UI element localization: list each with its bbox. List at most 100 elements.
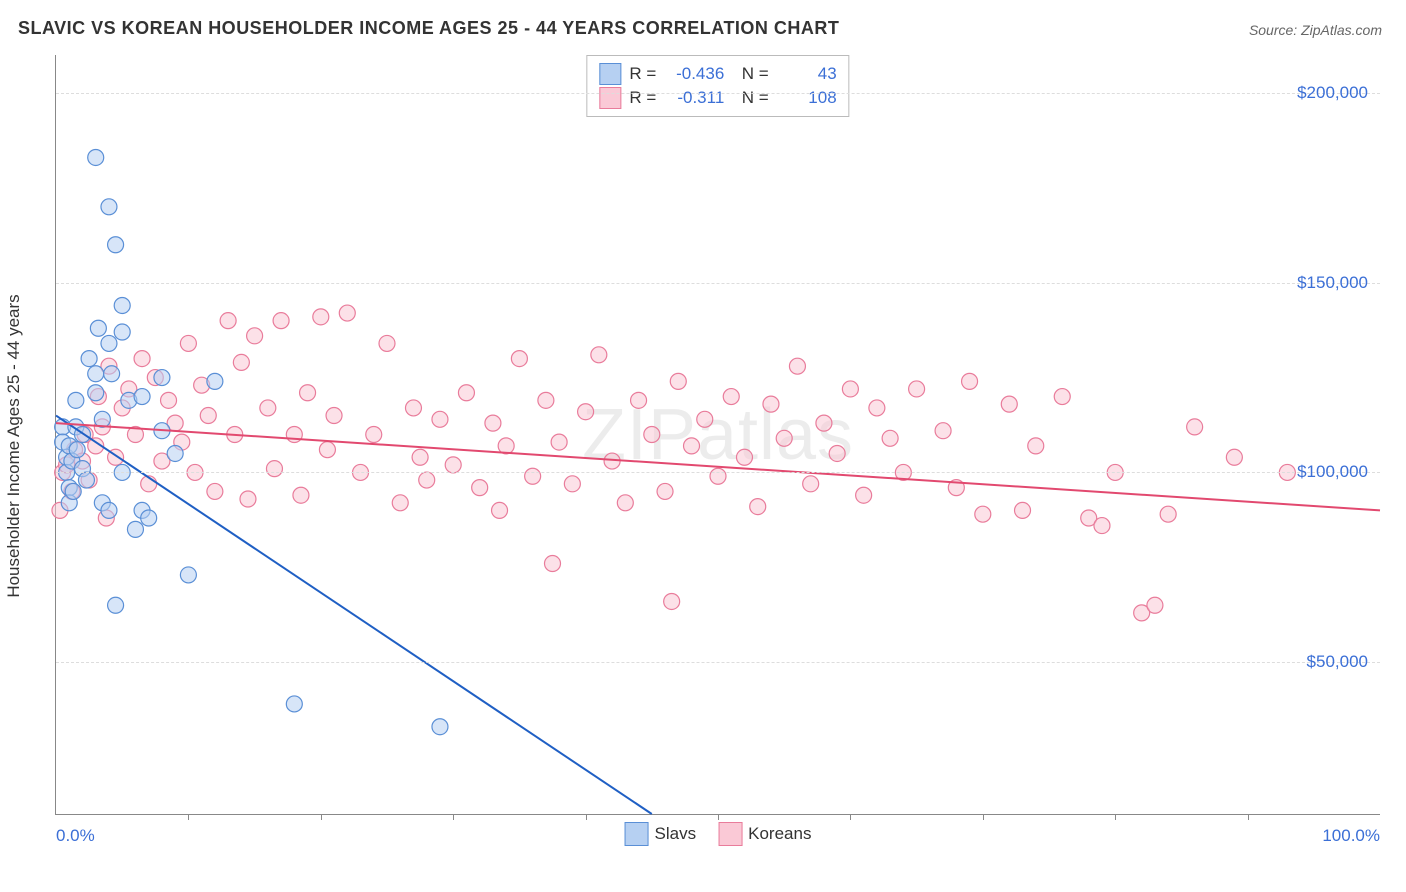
data-point bbox=[803, 476, 819, 492]
swatch-koreans-icon bbox=[718, 822, 742, 846]
x-tick bbox=[453, 814, 454, 820]
data-point bbox=[723, 389, 739, 405]
data-point bbox=[869, 400, 885, 416]
data-point bbox=[1160, 506, 1176, 522]
data-point bbox=[525, 468, 541, 484]
y-tick-label: $150,000 bbox=[1297, 273, 1368, 293]
data-point bbox=[207, 373, 223, 389]
data-point bbox=[458, 385, 474, 401]
data-point bbox=[88, 385, 104, 401]
data-point bbox=[445, 457, 461, 473]
x-axis-max-label: 100.0% bbox=[1322, 826, 1380, 846]
data-point bbox=[909, 381, 925, 397]
data-point bbox=[366, 427, 382, 443]
plot-area: ZIPatlas R = -0.436 N = 43 R = -0.311 N … bbox=[55, 55, 1380, 815]
data-point bbox=[1028, 438, 1044, 454]
gridline bbox=[56, 283, 1380, 284]
data-point bbox=[856, 487, 872, 503]
source-label: Source: ZipAtlas.com bbox=[1249, 22, 1382, 38]
data-point bbox=[485, 415, 501, 431]
data-point bbox=[664, 593, 680, 609]
data-point bbox=[141, 510, 157, 526]
series-legend: Slavs Koreans bbox=[625, 822, 812, 846]
data-point bbox=[69, 442, 85, 458]
data-point bbox=[379, 335, 395, 351]
data-point bbox=[405, 400, 421, 416]
legend-label-slavs: Slavs bbox=[655, 824, 697, 844]
data-point bbox=[81, 351, 97, 367]
data-point bbox=[1054, 389, 1070, 405]
y-tick-label: $200,000 bbox=[1297, 83, 1368, 103]
data-point bbox=[300, 385, 316, 401]
data-point bbox=[551, 434, 567, 450]
y-axis-title: Householder Income Ages 25 - 44 years bbox=[4, 294, 24, 597]
legend-item-koreans: Koreans bbox=[718, 822, 811, 846]
data-point bbox=[763, 396, 779, 412]
data-point bbox=[789, 358, 805, 374]
data-point bbox=[286, 696, 302, 712]
data-point bbox=[247, 328, 263, 344]
data-point bbox=[101, 199, 117, 215]
gridline bbox=[56, 472, 1380, 473]
data-point bbox=[644, 427, 660, 443]
data-point bbox=[319, 442, 335, 458]
data-point bbox=[564, 476, 580, 492]
data-point bbox=[776, 430, 792, 446]
x-tick bbox=[188, 814, 189, 820]
gridline bbox=[56, 93, 1380, 94]
data-point bbox=[617, 495, 633, 511]
data-point bbox=[260, 400, 276, 416]
data-point bbox=[511, 351, 527, 367]
legend-item-slavs: Slavs bbox=[625, 822, 697, 846]
data-point bbox=[750, 499, 766, 515]
x-axis-min-label: 0.0% bbox=[56, 826, 95, 846]
data-point bbox=[631, 392, 647, 408]
data-point bbox=[154, 370, 170, 386]
data-point bbox=[492, 502, 508, 518]
data-point bbox=[266, 461, 282, 477]
x-tick bbox=[321, 814, 322, 820]
y-tick-label: $50,000 bbox=[1307, 652, 1368, 672]
data-point bbox=[161, 392, 177, 408]
x-tick bbox=[1115, 814, 1116, 820]
data-point bbox=[591, 347, 607, 363]
data-point bbox=[1094, 518, 1110, 534]
data-point bbox=[657, 483, 673, 499]
data-point bbox=[975, 506, 991, 522]
data-point bbox=[882, 430, 898, 446]
data-point bbox=[419, 472, 435, 488]
data-point bbox=[472, 480, 488, 496]
x-tick bbox=[718, 814, 719, 820]
data-point bbox=[180, 335, 196, 351]
data-point bbox=[101, 502, 117, 518]
data-point bbox=[273, 313, 289, 329]
data-point bbox=[670, 373, 686, 389]
x-tick bbox=[586, 814, 587, 820]
data-point bbox=[684, 438, 700, 454]
data-point bbox=[180, 567, 196, 583]
data-point bbox=[578, 404, 594, 420]
data-point bbox=[90, 320, 106, 336]
data-point bbox=[1015, 502, 1031, 518]
data-point bbox=[114, 297, 130, 313]
data-point bbox=[432, 411, 448, 427]
data-point bbox=[710, 468, 726, 484]
data-point bbox=[127, 521, 143, 537]
x-tick bbox=[850, 814, 851, 820]
data-point bbox=[842, 381, 858, 397]
data-point bbox=[1147, 597, 1163, 613]
legend-label-koreans: Koreans bbox=[748, 824, 811, 844]
data-point bbox=[240, 491, 256, 507]
data-point bbox=[412, 449, 428, 465]
data-point bbox=[545, 556, 561, 572]
data-point bbox=[104, 366, 120, 382]
data-point bbox=[108, 597, 124, 613]
data-point bbox=[200, 408, 216, 424]
data-point bbox=[108, 237, 124, 253]
data-point bbox=[134, 351, 150, 367]
data-point bbox=[68, 392, 84, 408]
chart-title: SLAVIC VS KOREAN HOUSEHOLDER INCOME AGES… bbox=[18, 18, 839, 39]
data-point bbox=[697, 411, 713, 427]
data-point bbox=[962, 373, 978, 389]
plot-svg bbox=[56, 55, 1380, 814]
